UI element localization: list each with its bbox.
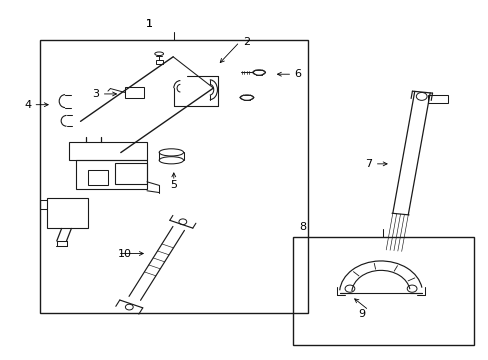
Bar [69, 142, 147, 160]
Text: 6: 6 [294, 69, 301, 79]
Text: 5: 5 [170, 180, 177, 190]
Text: 2: 2 [243, 37, 250, 47]
Bar [40, 40, 307, 313]
Bar [125, 87, 143, 98]
Text: 7: 7 [365, 159, 372, 169]
Text: 8: 8 [299, 222, 306, 231]
Text: 10: 10 [118, 248, 132, 258]
Bar [293, 237, 473, 345]
Bar [427, 95, 447, 103]
Text: 3: 3 [92, 89, 99, 99]
Bar [115, 163, 147, 184]
Bar [47, 198, 88, 228]
Text: 1: 1 [145, 19, 153, 29]
Text: 9: 9 [357, 310, 365, 319]
Text: 1: 1 [145, 19, 153, 29]
Text: 4: 4 [24, 100, 31, 110]
Bar [156, 60, 162, 64]
Bar [88, 170, 108, 185]
Bar [76, 160, 147, 189]
